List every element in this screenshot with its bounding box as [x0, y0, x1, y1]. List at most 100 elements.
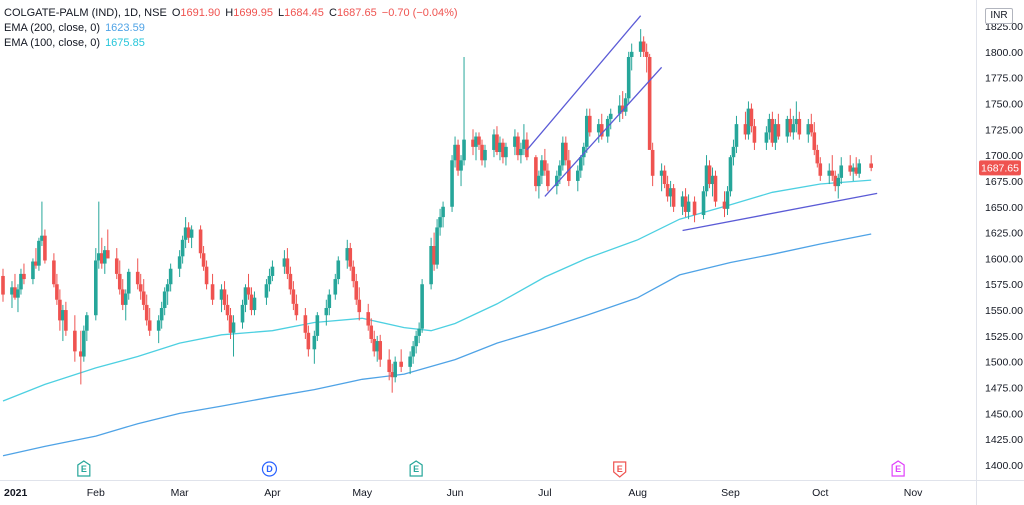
candle-body — [315, 315, 320, 336]
candle — [432, 232, 436, 271]
candle — [16, 284, 20, 313]
candle — [126, 268, 131, 300]
event-earnings-feb[interactable]: E — [77, 460, 91, 477]
candle — [219, 284, 224, 313]
candle — [471, 129, 475, 156]
candle-body — [608, 113, 613, 119]
event-earnings-may[interactable]: E — [409, 460, 423, 477]
candle-body — [156, 320, 161, 331]
candle-body — [701, 191, 706, 216]
candle — [665, 175, 670, 202]
candle — [222, 281, 227, 311]
time-tick-label: Feb — [87, 487, 105, 499]
candle — [43, 229, 47, 264]
candle — [812, 122, 817, 156]
candle-body — [231, 322, 236, 333]
candle — [135, 258, 140, 290]
ema200-label[interactable]: EMA (200, close, 0) — [4, 22, 100, 34]
earnings-marker-icon[interactable] — [77, 460, 91, 477]
price-axis[interactable]: 1400.00 1425.00 1450.00 1475.00 1500.00 1525.… — [985, 21, 1023, 472]
candle-body — [743, 124, 748, 135]
earnings-marker-icon[interactable] — [409, 460, 423, 477]
candle — [1, 268, 5, 302]
symbol-name[interactable]: COLGATE-PALM (IND), 1D, NSE — [4, 7, 167, 19]
event-earnings-oct[interactable]: E — [891, 460, 905, 477]
candle — [809, 113, 814, 137]
candle-body — [848, 165, 853, 172]
candle-body — [264, 284, 269, 298]
candle-body — [797, 118, 802, 135]
candle-body — [453, 144, 457, 161]
ema100-label[interactable]: EMA (100, close, 0) — [4, 37, 100, 49]
candle — [351, 260, 356, 288]
legend-ema200-row[interactable]: EMA (200, close, 0) 1623.59 — [4, 21, 458, 36]
legend-ema100-row[interactable]: EMA (100, close, 0) 1675.85 — [4, 36, 458, 51]
candle-body — [282, 258, 287, 267]
candle-body — [306, 332, 311, 350]
candle — [306, 325, 311, 357]
candle-body — [219, 289, 224, 300]
candle — [537, 170, 541, 199]
candle-body — [210, 284, 215, 300]
legend: COLGATE-PALM (IND), 1D, NSE O1691.90 H16… — [4, 6, 458, 51]
candle-body — [483, 149, 487, 161]
candle — [453, 136, 457, 168]
candle-body — [710, 175, 715, 185]
candle — [686, 194, 691, 220]
candle — [617, 95, 622, 123]
candle — [743, 111, 748, 140]
ema100-line[interactable] — [2, 179, 872, 402]
candle — [156, 315, 161, 344]
candle — [456, 139, 460, 176]
candle — [249, 287, 254, 316]
candle-body — [641, 41, 646, 52]
candle — [159, 301, 164, 329]
candle — [270, 260, 275, 282]
candle-body — [525, 139, 529, 158]
candle-body — [225, 304, 230, 316]
trendline-channel-upper[interactable] — [526, 15, 642, 151]
event-dividend-apr[interactable]: D — [261, 461, 278, 477]
candle-body — [387, 359, 391, 373]
candle — [722, 191, 727, 218]
candle-body — [85, 315, 89, 331]
dividend-marker-icon[interactable] — [261, 461, 278, 477]
candle-body — [833, 175, 838, 187]
candle — [180, 235, 185, 264]
candle — [198, 225, 203, 259]
candle-body — [180, 239, 185, 257]
trendline-channel-lower[interactable] — [544, 66, 663, 197]
candle — [764, 126, 769, 150]
candle-body — [408, 356, 412, 367]
candle — [498, 136, 502, 161]
candle — [641, 36, 646, 57]
candle — [584, 108, 589, 154]
candle-body — [659, 170, 664, 176]
candle-body — [854, 167, 859, 174]
candle — [393, 356, 397, 383]
candle-body — [728, 157, 733, 192]
candle — [671, 184, 676, 212]
time-axis[interactable]: 2021 Feb Mar Apr May Jun Jul Aug Sep Oct Nov — [4, 487, 923, 499]
legend-symbol-row[interactable]: COLGATE-PALM (IND), 1D, NSE O1691.90 H16… — [4, 6, 458, 21]
candle — [869, 155, 873, 172]
candle-body — [324, 307, 329, 316]
candle — [64, 301, 68, 336]
trendlines[interactable] — [526, 15, 878, 232]
earnings-marker-icon[interactable] — [613, 461, 627, 478]
candle-body — [354, 281, 359, 300]
candle-body — [543, 160, 547, 171]
earnings-marker-icon[interactable] — [891, 460, 905, 477]
ohlc-close-value: 1687.65 — [336, 7, 377, 19]
candle-body — [770, 118, 775, 143]
ema200-line[interactable] — [2, 233, 872, 457]
event-marker-letter: E — [413, 464, 419, 474]
event-earnings-jul[interactable]: E — [613, 461, 627, 478]
currency-badge[interactable]: INR — [985, 8, 1013, 24]
price-tick-label: 1725.00 — [985, 124, 1023, 136]
candle-body — [222, 289, 227, 305]
candle — [513, 129, 517, 156]
trendline-support[interactable] — [682, 192, 878, 232]
